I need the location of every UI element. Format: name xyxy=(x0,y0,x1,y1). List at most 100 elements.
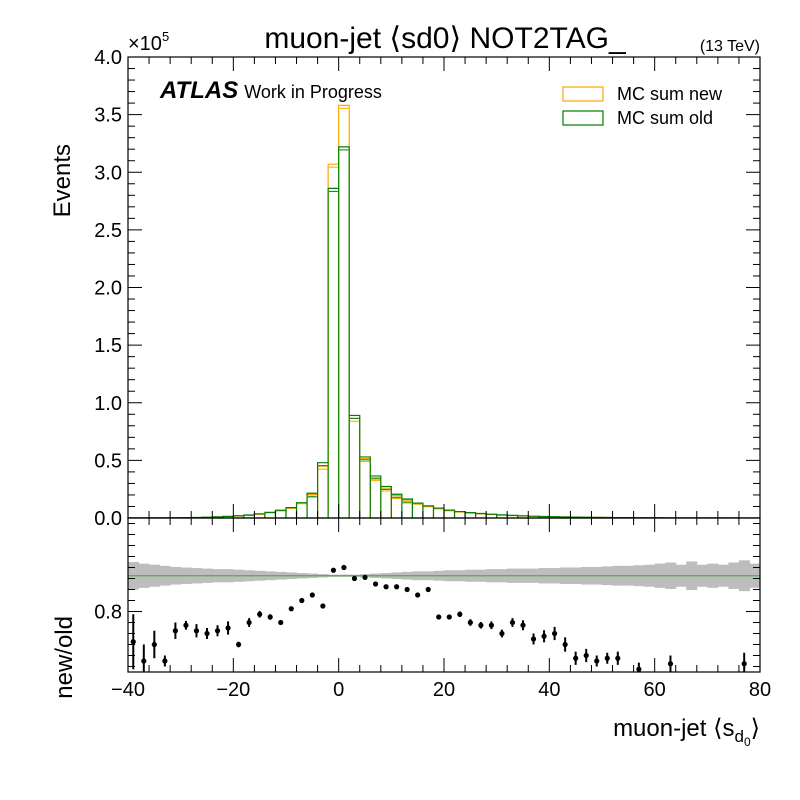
energy-label: (13 TeV) xyxy=(700,38,760,55)
ratio-point xyxy=(320,603,326,609)
histogram-bin xyxy=(370,476,381,518)
legend-swatch xyxy=(562,110,604,126)
histogram-bin xyxy=(318,466,329,518)
ratio-point xyxy=(583,652,589,659)
ratio-point xyxy=(351,575,358,582)
ratio-point xyxy=(562,641,568,648)
ratio-point xyxy=(204,630,210,637)
ratio-point xyxy=(636,666,642,672)
histogram-bin xyxy=(370,478,381,518)
legend-label: MC sum new xyxy=(617,84,723,104)
histogram-bin xyxy=(297,503,308,518)
ratio-point xyxy=(341,564,347,571)
histogram-bin xyxy=(339,147,350,518)
histogram-bin xyxy=(286,508,297,518)
y-axis-label: Events xyxy=(49,144,76,217)
ratio-point xyxy=(288,606,294,612)
histogram-bin xyxy=(433,509,444,518)
ratio-point xyxy=(383,584,389,590)
ratio-point xyxy=(415,592,421,598)
ratio-point xyxy=(362,574,368,581)
ratio-point xyxy=(499,630,505,637)
histogram-outline xyxy=(127,146,761,519)
ratio-point xyxy=(225,625,231,631)
y-tick-label: 1.5 xyxy=(94,335,122,357)
ratio-point xyxy=(404,586,410,593)
histogram-bin xyxy=(476,514,487,518)
x-tick-label: 60 xyxy=(644,679,666,701)
legend: MC sum new MC sum old xyxy=(562,84,723,128)
y-tick-label: 3.0 xyxy=(94,162,122,184)
histogram-bin xyxy=(381,488,392,518)
ratio-point xyxy=(478,622,484,628)
ratio-point xyxy=(172,628,178,634)
histogram-bin xyxy=(360,457,371,518)
legend-label: MC sum old xyxy=(617,108,713,128)
ratio-point xyxy=(436,614,442,620)
y-tick-label: 2.5 xyxy=(94,220,122,242)
histogram-error-edge xyxy=(307,107,412,504)
ratio-point xyxy=(214,628,221,634)
ratio-point xyxy=(594,658,600,664)
x-tick-label: −20 xyxy=(216,679,250,701)
histogram-bin xyxy=(423,507,434,518)
main-axis-ticks: 0.0 0.5 1.0 1.5 2.0 2.5 3.0 3.5 4.0 xyxy=(94,47,761,530)
y-tick-label: 1.0 xyxy=(94,393,122,415)
y-tick-label: 0.0 xyxy=(94,508,122,530)
experiment-label: ATLAS Work in Progress xyxy=(159,77,382,104)
ratio-point xyxy=(372,581,379,587)
ratio-point xyxy=(257,611,263,617)
ratio-axis-ticks: −40 −20 0 20 40 60 80 0.8 xyxy=(94,518,771,701)
histogram-bin xyxy=(349,418,360,518)
ratio-y-axis-label: new/old xyxy=(51,616,78,699)
ratio-point xyxy=(141,658,147,664)
ratio-point xyxy=(615,655,621,661)
histogram-error-edge xyxy=(307,149,412,503)
ratio-point xyxy=(162,658,168,664)
ratio-point xyxy=(741,661,747,667)
histogram-bin xyxy=(360,459,371,518)
ratio-point xyxy=(457,611,463,617)
histogram-bin xyxy=(433,508,444,518)
ratio-point xyxy=(425,586,431,593)
ratio-point xyxy=(267,614,273,620)
ratio-points xyxy=(130,564,747,672)
histogram-bin xyxy=(412,504,423,518)
series-mc-sum-old xyxy=(127,146,761,519)
histogram-bin xyxy=(444,511,455,518)
ratio-point xyxy=(278,619,284,626)
histogram-bin xyxy=(455,512,466,518)
ratio-point xyxy=(604,655,610,661)
histogram-bin xyxy=(265,513,276,518)
y-tick-label: 0.5 xyxy=(94,450,122,472)
histogram-bin xyxy=(465,513,476,518)
ratio-point xyxy=(509,619,516,626)
y-tick-label: 3.5 xyxy=(94,105,122,127)
histogram-outline xyxy=(127,104,761,519)
histogram-series xyxy=(127,104,761,519)
histogram-bin xyxy=(349,415,360,518)
ratio-point xyxy=(151,641,157,648)
histogram-bin xyxy=(275,511,286,518)
ratio-y-tick-label: 0.8 xyxy=(94,602,122,624)
ratio-point xyxy=(130,639,136,645)
ratio-point xyxy=(467,619,473,626)
series-mc-sum-new xyxy=(127,104,761,519)
ratio-point xyxy=(667,661,674,667)
legend-swatch xyxy=(562,86,604,102)
ratio-point xyxy=(299,597,305,604)
ratio-point xyxy=(530,636,537,642)
ratio-point xyxy=(330,567,336,573)
x-tick-label: −40 xyxy=(111,679,145,701)
ratio-point xyxy=(246,619,252,626)
histogram-bin xyxy=(307,494,318,518)
ratio-point xyxy=(236,641,242,648)
histogram-bin xyxy=(412,503,423,518)
histogram-bin xyxy=(286,508,297,518)
ratio-point xyxy=(488,622,494,628)
ratio-point xyxy=(573,655,579,661)
ratio-point xyxy=(520,622,526,628)
y-axis-multiplier: ×105 xyxy=(128,29,169,55)
x-axis-label: muon-jet ⟨sd0⟩ xyxy=(613,715,760,749)
